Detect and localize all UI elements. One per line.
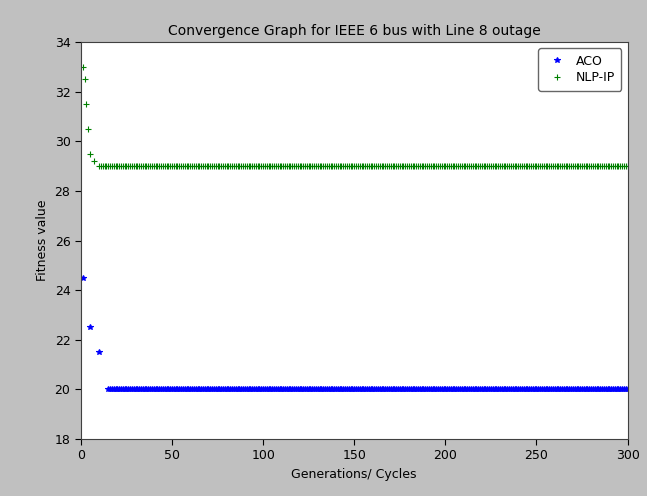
- ACO: [356, 386, 364, 392]
- ACO: [514, 386, 522, 392]
- Title: Convergence Graph for IEEE 6 bus with Line 8 outage: Convergence Graph for IEEE 6 bus with Li…: [168, 24, 541, 38]
- X-axis label: Generations/ Cycles: Generations/ Cycles: [292, 468, 417, 481]
- ACO: [276, 386, 283, 392]
- Line: NLP-IP: NLP-IP: [80, 64, 630, 169]
- NLP-IP: [124, 163, 132, 169]
- NLP-IP: [79, 64, 87, 70]
- NLP-IP: [624, 163, 631, 169]
- ACO: [179, 386, 187, 392]
- NLP-IP: [190, 163, 198, 169]
- ACO: [104, 386, 112, 392]
- ACO: [106, 386, 114, 392]
- ACO: [124, 386, 132, 392]
- NLP-IP: [578, 163, 586, 169]
- Legend: ACO, NLP-IP: ACO, NLP-IP: [538, 49, 621, 91]
- NLP-IP: [430, 163, 438, 169]
- NLP-IP: [463, 163, 471, 169]
- NLP-IP: [387, 163, 395, 169]
- ACO: [79, 275, 87, 281]
- ACO: [624, 386, 631, 392]
- Y-axis label: Fitness value: Fitness value: [36, 200, 49, 281]
- Line: ACO: ACO: [80, 275, 630, 392]
- NLP-IP: [95, 163, 103, 169]
